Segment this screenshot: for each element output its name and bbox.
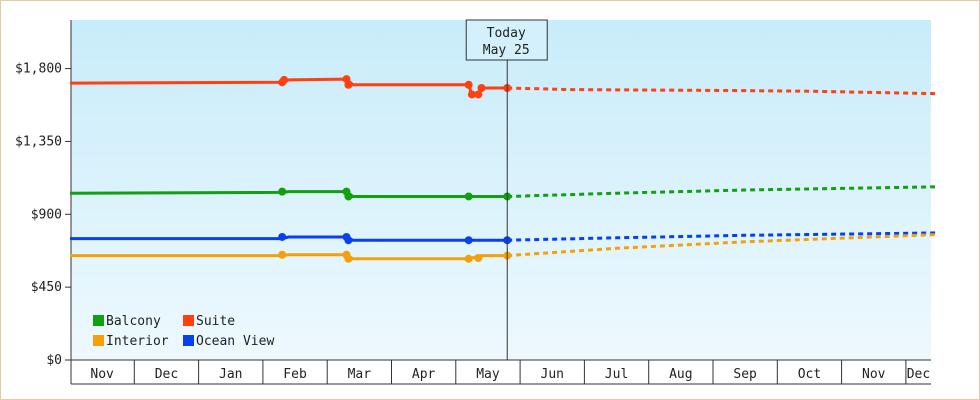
x-tick-label: Feb bbox=[283, 367, 307, 382]
data-point bbox=[477, 84, 486, 92]
x-tick-label: Sep bbox=[733, 367, 757, 382]
data-point bbox=[344, 80, 353, 89]
data-point bbox=[278, 250, 287, 259]
legend-swatch bbox=[93, 335, 104, 346]
data-point bbox=[344, 192, 353, 201]
x-tick-label: Mar bbox=[348, 367, 372, 382]
x-tick-label: Oct bbox=[798, 367, 821, 382]
x-tick-label: Jul bbox=[605, 367, 628, 382]
x-tick-label: Jun bbox=[541, 367, 564, 382]
x-tick-label: Nov bbox=[862, 367, 886, 382]
series-line-forecast bbox=[507, 233, 939, 258]
data-point bbox=[474, 254, 483, 262]
x-tick-label: Dec bbox=[155, 367, 178, 382]
legend-label: Suite bbox=[196, 314, 235, 329]
legend-swatch bbox=[183, 315, 194, 326]
x-tick-label: Nov bbox=[90, 367, 114, 382]
legend-label: Interior bbox=[106, 334, 169, 349]
legend-swatch bbox=[183, 335, 194, 346]
data-point bbox=[344, 254, 353, 263]
today-marker-box bbox=[465, 19, 548, 61]
data-point bbox=[474, 90, 483, 99]
series-line-forecast bbox=[507, 185, 939, 198]
y-tick-label: $1,350 bbox=[15, 134, 62, 149]
data-point bbox=[464, 192, 473, 201]
today-date: May 25 bbox=[483, 43, 530, 58]
data-point bbox=[278, 232, 287, 241]
series-line-actual bbox=[69, 190, 508, 198]
data-point bbox=[278, 187, 287, 196]
series-line-forecast bbox=[507, 231, 939, 242]
y-tick-label: $900 bbox=[31, 207, 62, 222]
x-tick-label: Apr bbox=[412, 367, 436, 382]
y-tick-label: $1,800 bbox=[15, 62, 62, 77]
x-tick-label: May bbox=[476, 367, 500, 382]
plot-background bbox=[71, 20, 931, 360]
data-point bbox=[467, 90, 476, 99]
x-tick-label: Dec bbox=[907, 367, 930, 382]
data-point bbox=[464, 254, 473, 263]
y-tick-label: $450 bbox=[31, 280, 62, 295]
legend-label: Balcony bbox=[106, 314, 161, 329]
x-tick-label: Aug bbox=[669, 367, 692, 382]
data-point bbox=[344, 236, 353, 245]
today-label: Today bbox=[487, 26, 526, 41]
series-line-forecast bbox=[507, 86, 939, 96]
legend-label: Ocean View bbox=[196, 334, 274, 349]
x-tick-label: Jan bbox=[219, 367, 242, 382]
data-point bbox=[464, 236, 473, 245]
data-point bbox=[280, 75, 289, 84]
data-point bbox=[464, 80, 473, 89]
legend-swatch bbox=[93, 315, 104, 326]
series-line-actual bbox=[70, 235, 508, 242]
y-tick-label: $0 bbox=[46, 353, 62, 368]
